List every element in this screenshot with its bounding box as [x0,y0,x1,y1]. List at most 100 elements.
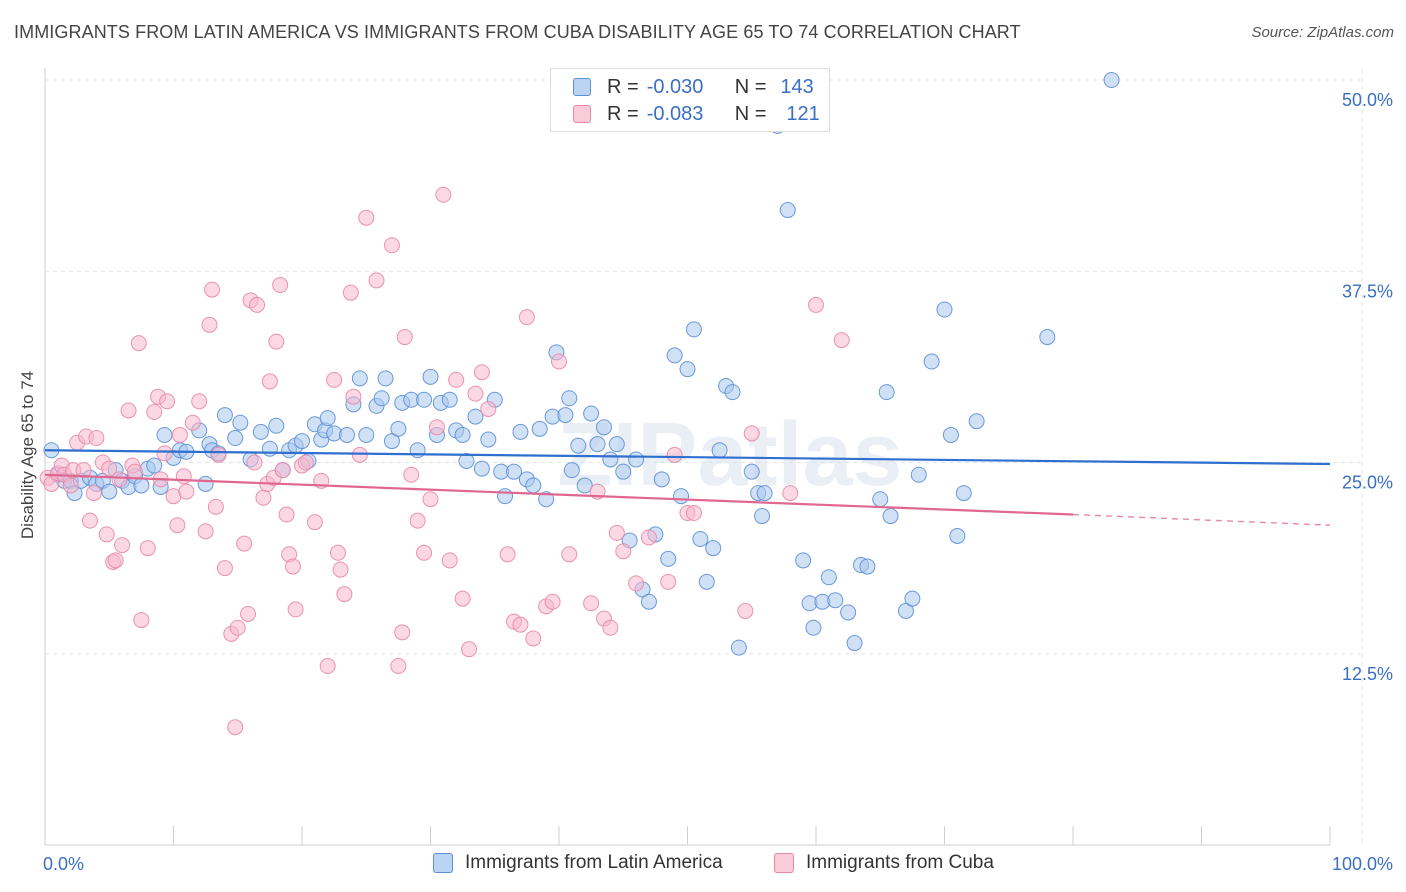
point-cuba [329,544,346,561]
point-cuba [207,498,224,515]
point-latin-america [754,508,771,525]
point-latin-america [653,471,670,488]
point-cuba [428,419,445,436]
point-latin-america [595,419,612,436]
point-cuba [249,296,266,313]
point-latin-america [232,414,249,431]
point-latin-america [942,426,959,443]
point-latin-america [583,405,600,422]
legend-label: Immigrants from Latin America [465,852,723,873]
point-latin-america [227,430,244,447]
point-latin-america [473,460,490,477]
point-cuba [782,485,799,502]
point-cuba [368,272,385,289]
point-latin-america [724,384,741,401]
point-cuba [130,335,147,352]
trend-line-latin-america [44,449,1331,466]
point-latin-america [358,426,375,443]
point-cuba [383,237,400,254]
point-latin-america [377,370,394,387]
point-cuba [396,329,413,346]
point-latin-america [685,321,702,338]
point-cuba [332,561,349,578]
point-cuba [268,333,285,350]
point-latin-america [525,477,542,494]
point-cuba [518,309,535,326]
y-tick-label: 12.5% [1342,664,1393,684]
legend-item-cuba[interactable]: Immigrants from Cuba [774,852,994,874]
y-tick-label: 50.0% [1342,90,1393,110]
point-latin-america [827,592,844,609]
y-tick-label: 37.5% [1342,281,1393,301]
n-label: N = [734,75,767,98]
point-latin-america [458,452,475,469]
point-latin-america [512,423,529,440]
point-latin-america [268,417,285,434]
point-cuba [201,316,218,333]
point-cuba [394,624,411,641]
point-cuba [467,385,484,402]
legend-item-latin-america[interactable]: Immigrants from Latin America [433,852,723,874]
point-cuba [146,404,163,421]
point-latin-america [454,426,471,443]
point-latin-america [294,433,310,450]
point-latin-america [351,370,368,387]
point-latin-america [589,436,606,453]
point-cuba [171,426,188,443]
series-latin-america-points [43,72,1120,656]
point-latin-america [615,463,632,480]
point-latin-america [216,407,233,424]
tick-labels: 12.5% 25.0% 37.5% 50.0% 0.0% 100.0% [43,90,1393,874]
point-cuba [120,402,137,419]
point-latin-america [252,423,269,440]
point-latin-america [840,604,857,621]
point-cuba [512,616,529,633]
point-latin-america [882,508,899,525]
point-cuba [81,512,98,529]
point-latin-america [416,391,433,408]
point-latin-america [570,437,587,454]
point-latin-america [910,466,927,483]
point-cuba [229,619,246,636]
point-cuba [133,612,150,629]
blue-swatch [433,853,453,873]
point-latin-america [949,527,966,544]
point-latin-america [666,347,683,364]
point-latin-america [1039,329,1056,346]
point-cuba [473,364,490,381]
legend-label: Immigrants from Cuba [806,852,994,873]
point-cuba [216,560,233,577]
point-cuba [833,332,850,349]
point-latin-america [319,410,336,427]
point-latin-america [779,202,796,219]
point-cuba [191,393,208,410]
point-cuba [175,468,192,485]
point-cuba [287,601,304,618]
point-cuba [390,657,407,674]
point-latin-america [497,488,514,505]
point-latin-america [561,390,578,407]
point-latin-america [602,451,619,468]
pink-swatch [774,853,794,873]
point-cuba [480,400,497,417]
point-cuba [236,535,253,552]
point-latin-america [557,407,574,424]
point-cuba [114,537,131,554]
trend-line-cuba [44,473,1074,516]
point-latin-america [820,569,837,586]
point-cuba [660,573,677,590]
point-latin-america [904,590,921,607]
point-cuba [210,446,227,463]
stats-row-latin-america: R = -0.030 N = 143 [573,75,814,99]
point-latin-america [743,463,760,480]
y-axis-label: Disability Age 65 to 74 [18,370,37,540]
point-cuba [246,454,263,471]
point-cuba [111,471,128,488]
point-latin-america [673,488,690,505]
point-cuba [197,523,214,540]
point-latin-america [576,477,593,494]
r-label: R = [607,102,639,125]
point-cuba [461,641,478,658]
point-latin-america [538,491,555,508]
point-latin-america [441,391,458,408]
